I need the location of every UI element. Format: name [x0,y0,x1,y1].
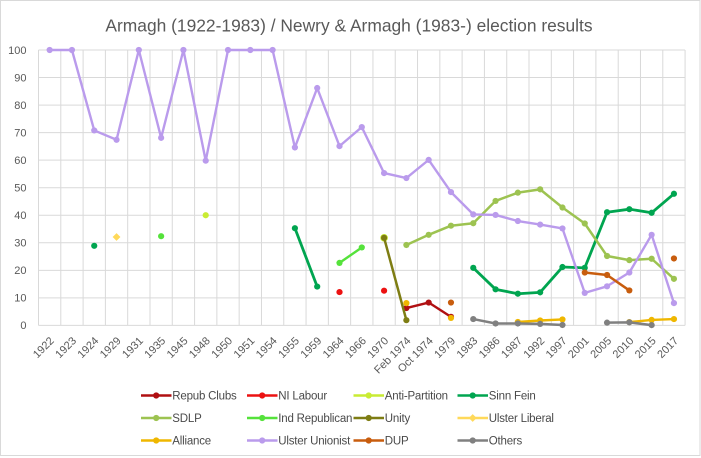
svg-text:10: 10 [14,293,26,305]
svg-text:Ind Republican: Ind Republican [278,413,352,425]
svg-text:80: 80 [14,100,26,112]
svg-text:DUP: DUP [385,436,409,448]
svg-text:100: 100 [8,45,26,57]
svg-text:Sinn Fein: Sinn Fein [489,391,536,403]
svg-text:70: 70 [14,127,26,139]
svg-text:30: 30 [14,238,26,250]
svg-text:50: 50 [14,183,26,195]
svg-text:60: 60 [14,155,26,167]
svg-text:Armagh (1922-1983) / Newry & A: Armagh (1922-1983) / Newry & Armagh (198… [105,16,592,36]
svg-text:Unity: Unity [385,413,411,425]
svg-text:Ulster Liberal: Ulster Liberal [489,413,554,425]
svg-text:Others: Others [489,436,523,448]
svg-text:Alliance: Alliance [172,436,211,448]
svg-text:Ulster Unionist: Ulster Unionist [278,436,351,448]
svg-text:90: 90 [14,72,26,84]
svg-text:Repub Clubs: Repub Clubs [172,391,237,403]
svg-text:Anti-Partition: Anti-Partition [385,391,448,403]
svg-text:40: 40 [14,210,26,222]
svg-text:NI Labour: NI Labour [278,391,327,403]
svg-text:0: 0 [20,320,26,332]
svg-text:SDLP: SDLP [172,413,202,425]
svg-text:20: 20 [14,265,26,277]
